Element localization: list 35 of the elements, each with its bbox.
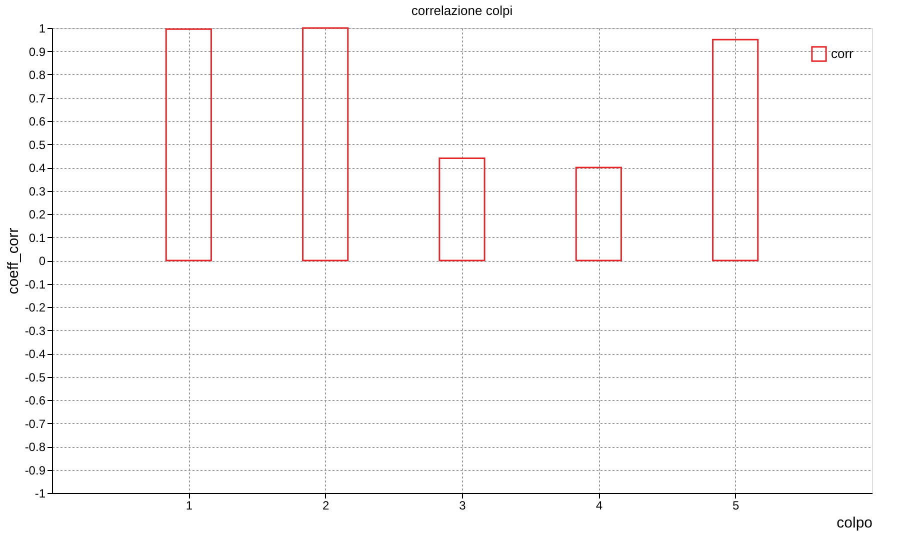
y-tick-label: -0.6 bbox=[24, 394, 46, 408]
y-tick-label: 0.3 bbox=[28, 184, 46, 198]
y-tick-label: 0 bbox=[38, 254, 46, 268]
x-tick-label: 1 bbox=[186, 498, 193, 512]
y-tick-label: 0.8 bbox=[28, 68, 46, 82]
bar bbox=[712, 38, 759, 262]
bar bbox=[438, 157, 486, 262]
y-tick-label: -0.9 bbox=[24, 463, 46, 478]
y-tick-label: -0.2 bbox=[24, 300, 46, 314]
chart-title: correlazione colpi bbox=[411, 3, 513, 18]
bar bbox=[302, 27, 349, 262]
y-tick-label: -0.3 bbox=[24, 324, 46, 338]
y-tick-label: -0.8 bbox=[24, 440, 46, 454]
y-tick-label: 0.9 bbox=[28, 44, 46, 59]
x-tick-label: 3 bbox=[459, 498, 466, 512]
y-tick-label: 0.2 bbox=[28, 208, 46, 222]
y-tick-label: 0.5 bbox=[28, 138, 46, 152]
y-tick-label: -0.5 bbox=[24, 370, 46, 384]
y-tick-label: 0.6 bbox=[28, 114, 46, 128]
y-tick-label: 0.7 bbox=[28, 91, 46, 106]
y-tick-label: -0.7 bbox=[24, 416, 46, 431]
x-tick-label: 4 bbox=[596, 498, 603, 512]
y-tick-label: 0.4 bbox=[28, 161, 46, 175]
y-tick-label: 0.1 bbox=[28, 230, 46, 245]
bar bbox=[575, 166, 622, 262]
legend-label: corr bbox=[831, 46, 854, 61]
y-axis-title: coeff_corr bbox=[4, 228, 22, 294]
y-tick-label: -0.1 bbox=[24, 277, 46, 292]
x-tick-label: 5 bbox=[732, 498, 740, 512]
y-tick-label: -0.4 bbox=[24, 347, 46, 361]
x-tick-label: 2 bbox=[322, 498, 330, 512]
bar bbox=[165, 28, 212, 262]
y-tick-label: 1 bbox=[38, 22, 46, 36]
y-tick-label: -1 bbox=[34, 486, 46, 500]
x-axis-title: colpo bbox=[836, 514, 872, 532]
